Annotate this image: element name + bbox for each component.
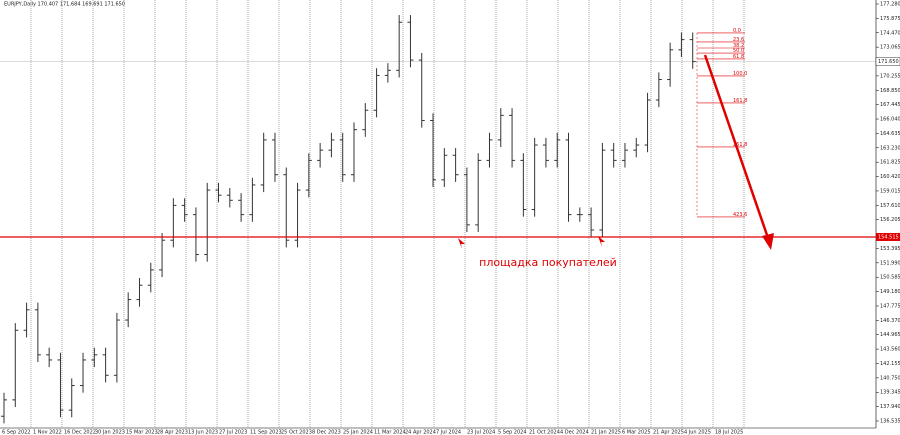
- y-tick-label: 159.015: [880, 188, 900, 194]
- y-tick-label: 175.875: [880, 16, 900, 22]
- y-tick-label: 149.180: [880, 289, 900, 295]
- y-tick-label: 147.775: [880, 303, 900, 309]
- y-tick-label: 170.255: [880, 73, 900, 79]
- y-tick-label: 146.370: [880, 318, 900, 324]
- y-tick-label: 163.230: [880, 145, 900, 151]
- x-tick-label: 18 Jul 2025: [715, 430, 743, 435]
- x-tick-label: 24 Apr 2024: [405, 430, 436, 435]
- forecast-arrow: [703, 54, 770, 239]
- chart-header: EURJPY,Daily 170.407 171.684 169.691 171…: [4, 2, 125, 8]
- support-box: [876, 232, 900, 241]
- fib-label: 0.0: [733, 28, 741, 34]
- y-tick-label: 140.750: [880, 375, 900, 381]
- x-tick-label: 30 Jan 2023: [95, 430, 125, 435]
- y-tick-label: 153.395: [880, 246, 900, 252]
- fib-label: 261.8: [733, 142, 747, 148]
- x-tick-label: 4 Jun 2025: [684, 430, 711, 435]
- fib-label: 423.6: [733, 212, 747, 218]
- x-tick-label: 13 Jun 2023: [188, 430, 218, 435]
- x-tick-label: 6 Sep 2022: [2, 430, 31, 435]
- fib-label: 23.6: [733, 37, 744, 43]
- y-tick-label: 156.205: [880, 217, 900, 223]
- x-tick-label: 21 Oct 2024: [529, 430, 560, 435]
- x-tick-label: 15 Mar 2023: [126, 430, 158, 435]
- current-price-box: [875, 57, 900, 66]
- fib-label: 61.8: [733, 54, 744, 60]
- y-tick-label: 157.610: [880, 203, 900, 209]
- y-tick-label: 144.965: [880, 332, 900, 338]
- x-tick-label: 8 Dec 2023: [312, 430, 341, 435]
- y-tick-label: 160.420: [880, 174, 900, 180]
- x-tick-label: 21 Jan 2025: [591, 430, 621, 435]
- y-tick-label: 142.155: [880, 361, 900, 367]
- x-tick-label: 21 Apr 2025: [653, 430, 684, 435]
- y-tick-label: 174.470: [880, 30, 900, 36]
- y-tick-label: 161.825: [880, 160, 900, 166]
- y-tick-label: 136.535: [880, 418, 900, 424]
- y-tick-label: 137.940: [880, 404, 900, 410]
- y-tick-label: 139.345: [880, 390, 900, 396]
- forecast-arrowhead: [762, 233, 774, 250]
- y-tick-label: 167.445: [880, 102, 900, 108]
- fib-label: 38.2: [733, 43, 744, 49]
- y-tick-label: 164.635: [880, 131, 900, 137]
- x-tick-label: 28 Apr 2023: [157, 430, 188, 435]
- x-tick-label: 5 Sep 2024: [498, 430, 527, 435]
- x-tick-label: 7 Jul 2024: [436, 430, 461, 435]
- x-tick-label: 27 Jul 2023: [219, 430, 247, 435]
- x-tick-label: 25 Oct 2023: [281, 430, 312, 435]
- pointer-arrow: [598, 236, 605, 247]
- x-tick-label: 23 Jul 2024: [467, 430, 495, 435]
- support-label: 154.515: [878, 234, 899, 240]
- fib-label: 161.8: [733, 98, 747, 104]
- fib-label: 50.0: [733, 48, 744, 54]
- x-tick-label: 11 Mar 2024: [374, 430, 406, 435]
- pointer-arrow: [458, 238, 465, 249]
- y-tick-label: 143.560: [880, 347, 900, 353]
- y-tick-label: 173.065: [880, 45, 900, 51]
- current-price-label: 171.650: [878, 59, 899, 65]
- x-tick-label: 4 Dec 2024: [560, 430, 589, 435]
- x-tick-label: 11 Sep 2023: [250, 430, 282, 435]
- y-tick-label: 150.585: [880, 275, 900, 281]
- x-tick-label: 25 Jan 2024: [343, 430, 373, 435]
- x-tick-label: 6 Mar 2025: [622, 430, 651, 435]
- fib-label: 100.0: [733, 71, 747, 77]
- y-tick-label: 177.280: [880, 2, 900, 8]
- y-tick-label: 151.990: [880, 260, 900, 266]
- x-tick-label: 1 Nov 2022: [33, 430, 62, 435]
- x-tick-label: 16 Dec 2022: [64, 430, 96, 435]
- y-tick-label: 166.040: [880, 117, 900, 123]
- annotation: площадка покупателей: [479, 256, 617, 269]
- y-tick-label: 168.850: [880, 88, 900, 94]
